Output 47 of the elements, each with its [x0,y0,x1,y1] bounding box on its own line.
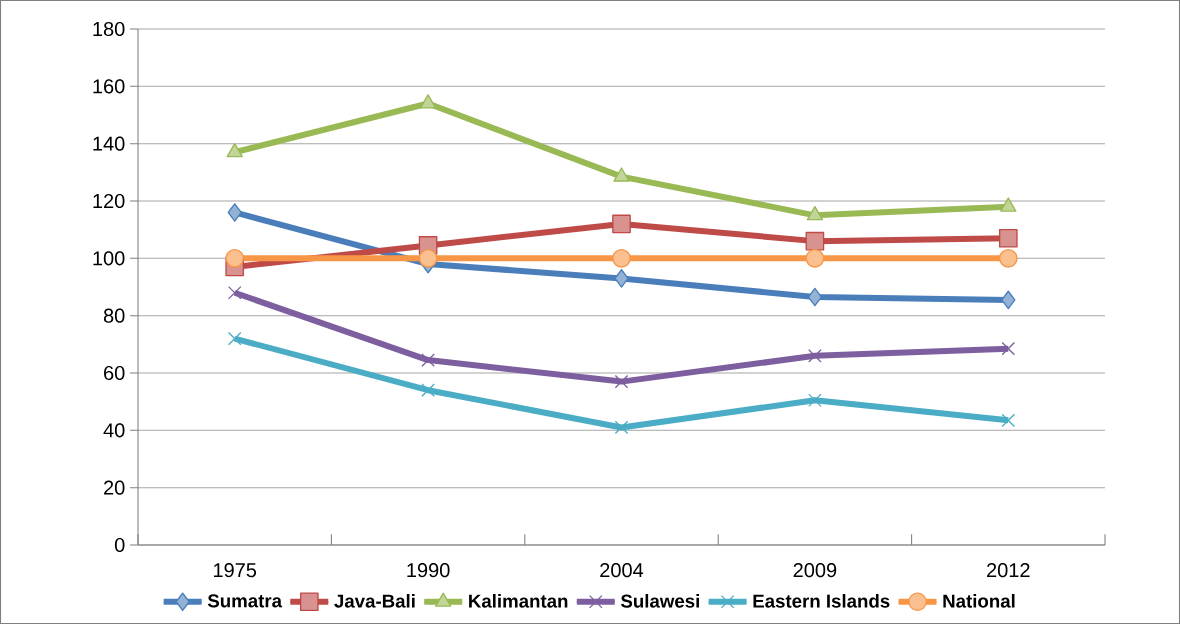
point [227,331,242,346]
point [614,420,629,435]
point [808,393,822,408]
legend-label: Eastern Islands [753,593,890,608]
y-tick-label: 120 [93,193,125,209]
x-tick-label: 2004 [600,563,644,578]
x-tick-label: 1975 [213,563,257,578]
point [808,349,822,363]
point [1000,197,1017,212]
y-tick-label: 20 [104,480,125,495]
y-tick-label: 80 [103,308,125,323]
point [418,248,438,268]
y-tick-label: 180 [93,21,125,37]
y-tick-label: 140 [93,136,125,151]
legend-label: National [943,593,1015,608]
point [614,269,629,288]
point [421,383,435,397]
legend-label: Sulawesi [620,593,699,608]
point [225,248,245,268]
y-tick-label: 0 [114,537,125,553]
x-tick-label: 2012 [987,563,1030,578]
point [612,214,631,234]
y-tick-label: 160 [93,79,125,94]
point [998,228,1018,248]
point [227,285,242,300]
legend-label: Java-Bali [334,593,415,608]
point [227,203,242,222]
point [806,205,824,221]
point [1001,290,1016,310]
x-tick-label: 1990 [407,563,450,578]
point [614,374,629,389]
point [805,231,825,251]
point [805,248,825,268]
point [1001,341,1016,356]
x-tick-label: 2009 [793,563,837,578]
point [421,353,435,367]
point [998,248,1018,268]
legend-label: Sumatra [207,594,283,608]
point [1001,413,1016,428]
point [613,167,630,182]
legend-label: Kalimantan [469,593,568,608]
point [612,248,631,268]
y-tick-label: 40 [103,423,125,438]
y-tick-label: 60 [104,365,125,381]
point [807,287,823,307]
y-tick-label: 100 [93,251,125,266]
point [226,142,243,158]
